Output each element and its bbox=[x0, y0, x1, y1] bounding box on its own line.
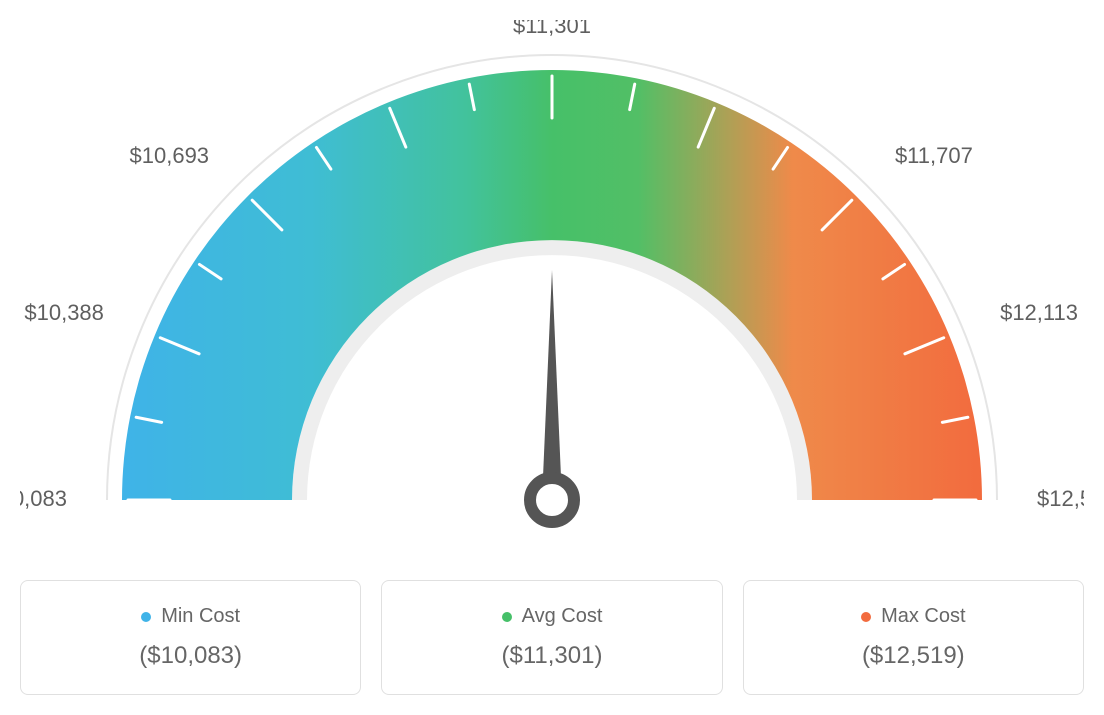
avg-dot-icon bbox=[502, 612, 512, 622]
summary-cards: Min Cost ($10,083) Avg Cost ($11,301) Ma… bbox=[20, 580, 1084, 695]
gauge-tick-label: $11,301 bbox=[513, 20, 591, 38]
gauge-tick-label: $12,113 bbox=[1000, 300, 1078, 325]
gauge-tick-label: $10,693 bbox=[130, 143, 210, 168]
min-cost-value: ($10,083) bbox=[41, 642, 340, 670]
gauge-tick-label: $10,388 bbox=[24, 300, 104, 325]
max-cost-card: Max Cost ($12,519) bbox=[743, 580, 1084, 695]
max-dot-icon bbox=[861, 612, 871, 622]
gauge-svg: $10,083 $10,388 $10,693 $11,301 $11,707 $12,1… bbox=[20, 20, 1084, 560]
avg-cost-card: Avg Cost ($11,301) bbox=[381, 580, 722, 695]
avg-cost-label: Avg Cost bbox=[522, 605, 603, 628]
avg-cost-value: ($11,301) bbox=[402, 642, 701, 670]
min-cost-card: Min Cost ($10,083) bbox=[20, 580, 361, 695]
min-dot-icon bbox=[141, 612, 151, 622]
gauge-tick-label: $11,707 bbox=[895, 143, 973, 168]
cost-gauge-chart: $10,083 $10,388 $10,693 $11,301 $11,707 $12,1… bbox=[20, 20, 1084, 695]
max-cost-value: ($12,519) bbox=[764, 642, 1063, 670]
gauge-tick-label: $10,083 bbox=[20, 486, 67, 511]
min-cost-label: Min Cost bbox=[161, 605, 240, 628]
max-cost-label: Max Cost bbox=[881, 605, 965, 628]
gauge-tick-label: $12,519 bbox=[1037, 486, 1084, 511]
